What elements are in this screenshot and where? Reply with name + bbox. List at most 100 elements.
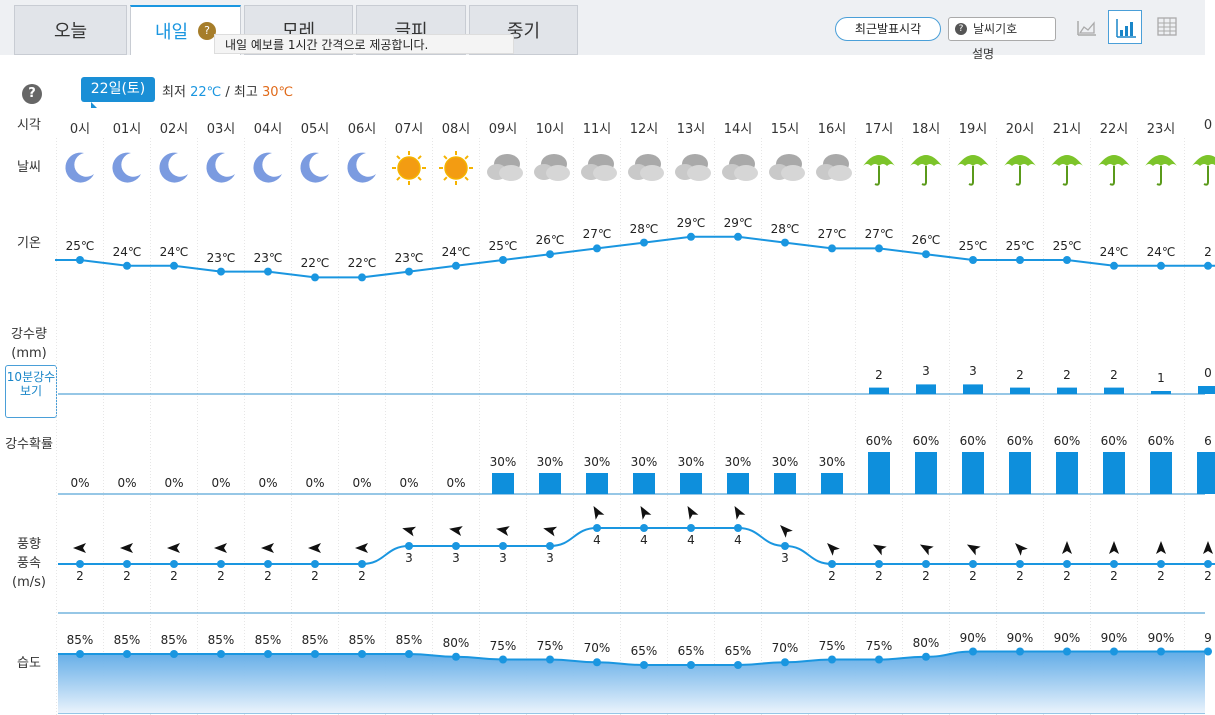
humidity-label: 80% (442, 635, 470, 650)
help-icon: ? (955, 23, 967, 35)
wind-point (1157, 560, 1165, 568)
humidity-point (687, 661, 695, 669)
wind-speed-label: 4 (593, 533, 601, 547)
min-temp: 22℃ (190, 85, 222, 100)
moon-shape (159, 152, 188, 183)
moon-icon (112, 152, 141, 183)
umbrella-canopy (863, 155, 895, 166)
wind-point (499, 542, 507, 550)
bar-chart-view-button[interactable] (1108, 10, 1142, 44)
prob-label: 60% (1100, 434, 1128, 448)
humidity-point (1016, 647, 1024, 656)
wind-arrow-icon (308, 543, 321, 553)
temp-label: 25℃ (488, 239, 518, 253)
wind-arrow-shape (734, 505, 746, 520)
precip-bar (963, 384, 983, 394)
umbrella-handle (874, 166, 880, 186)
sun-disc (444, 156, 468, 180)
wind-speed-label: 2 (828, 569, 836, 583)
wind-point (969, 560, 977, 568)
prob-label: 60% (1053, 434, 1081, 448)
wind-arrow-icon (640, 505, 652, 520)
wind-point (922, 560, 930, 568)
humidity-point (311, 650, 319, 658)
wind-arrow-shape (966, 544, 981, 556)
row-label-wind-speed: 풍속 (17, 556, 41, 571)
precip-bar (1057, 387, 1077, 394)
sun-ray (464, 176, 469, 181)
prob-label: 60% (912, 434, 940, 448)
moon-shape (253, 152, 282, 183)
prob-bar (1056, 452, 1078, 494)
humidity-point (1204, 647, 1212, 656)
prob-bar (1103, 452, 1125, 494)
wind-point (593, 524, 601, 532)
wind-arrow-shape (1015, 543, 1028, 556)
ten-minute-precip-button[interactable]: 10분강수보기 (5, 365, 57, 418)
wind-arrow-icon (449, 526, 463, 536)
hour-label: 22시 (1099, 122, 1129, 137)
weather-legend-select[interactable]: ? 날씨기호 (948, 17, 1056, 41)
moon-icon (253, 152, 282, 183)
wind-speed-label: 2 (217, 569, 225, 583)
umbrella-canopy (1098, 155, 1130, 166)
prob-bar (539, 473, 561, 494)
temp-label: 25℃ (958, 239, 988, 253)
sun-ray (417, 155, 422, 160)
recent-release-button[interactable]: 최근발표시각 (835, 17, 941, 41)
temp-point (1157, 261, 1165, 270)
help-icon[interactable]: ? (22, 84, 42, 104)
row-label-temp: 기온 (17, 236, 41, 251)
wind-point (123, 560, 131, 568)
wind-arrow-shape (1109, 541, 1119, 554)
hour-label: 21시 (1052, 122, 1082, 137)
prob-label: 0% (70, 476, 90, 490)
wind-arrow-shape (872, 544, 887, 556)
cloudy-icon (487, 154, 523, 181)
wind-point (358, 560, 366, 568)
precip-bar (1151, 391, 1171, 394)
humidity-label: 90% (1100, 630, 1128, 645)
area-chart-view-button[interactable] (1069, 10, 1103, 44)
temp-label: 25℃ (1052, 239, 1082, 253)
prob-bar (727, 473, 749, 494)
moon-shape (112, 152, 141, 183)
hour-label: 12시 (629, 122, 659, 137)
wind-speed-label: 2 (969, 569, 977, 583)
wind-arrow-icon (402, 526, 417, 537)
table-view-button[interactable] (1150, 10, 1184, 44)
wind-arrow-icon (1015, 543, 1028, 556)
temp-label: 27℃ (582, 227, 612, 242)
row-label-precip: 강수량 (11, 327, 47, 342)
prob-label: 60% (959, 434, 987, 448)
temp-point (123, 261, 131, 270)
humidity-point (781, 658, 789, 667)
humidity-point (1110, 647, 1118, 656)
wind-point (1016, 560, 1024, 568)
wind-arrow-icon (496, 526, 510, 536)
precip-label: 2 (1063, 367, 1071, 382)
temp-point (687, 232, 695, 241)
humidity-label: 90% (1053, 630, 1081, 645)
hour-label: 16시 (817, 122, 847, 137)
tab-today[interactable]: 오늘 (14, 5, 127, 55)
humidity-label: 85% (66, 633, 94, 647)
sun-ray (417, 176, 422, 181)
umbrella-handle (1156, 166, 1162, 186)
wind-arrow-shape (827, 543, 840, 556)
wind-arrow-icon (355, 543, 368, 553)
wind-arrow-icon (966, 544, 981, 556)
separator: / (225, 85, 230, 100)
prob-bar (868, 452, 890, 494)
humidity-label: 80% (912, 635, 940, 650)
wind-arrow-shape (402, 526, 417, 537)
wind-arrow-shape (780, 525, 793, 538)
wind-arrow-shape (261, 543, 274, 553)
humidity-area (58, 651, 1208, 713)
cloudy-icon (816, 154, 852, 181)
prob-label: 0% (211, 476, 231, 490)
help-icon[interactable]: ? (198, 22, 217, 40)
moon-icon (300, 152, 329, 183)
cloudy-icon (722, 154, 758, 181)
prob-label: 0% (117, 476, 137, 490)
